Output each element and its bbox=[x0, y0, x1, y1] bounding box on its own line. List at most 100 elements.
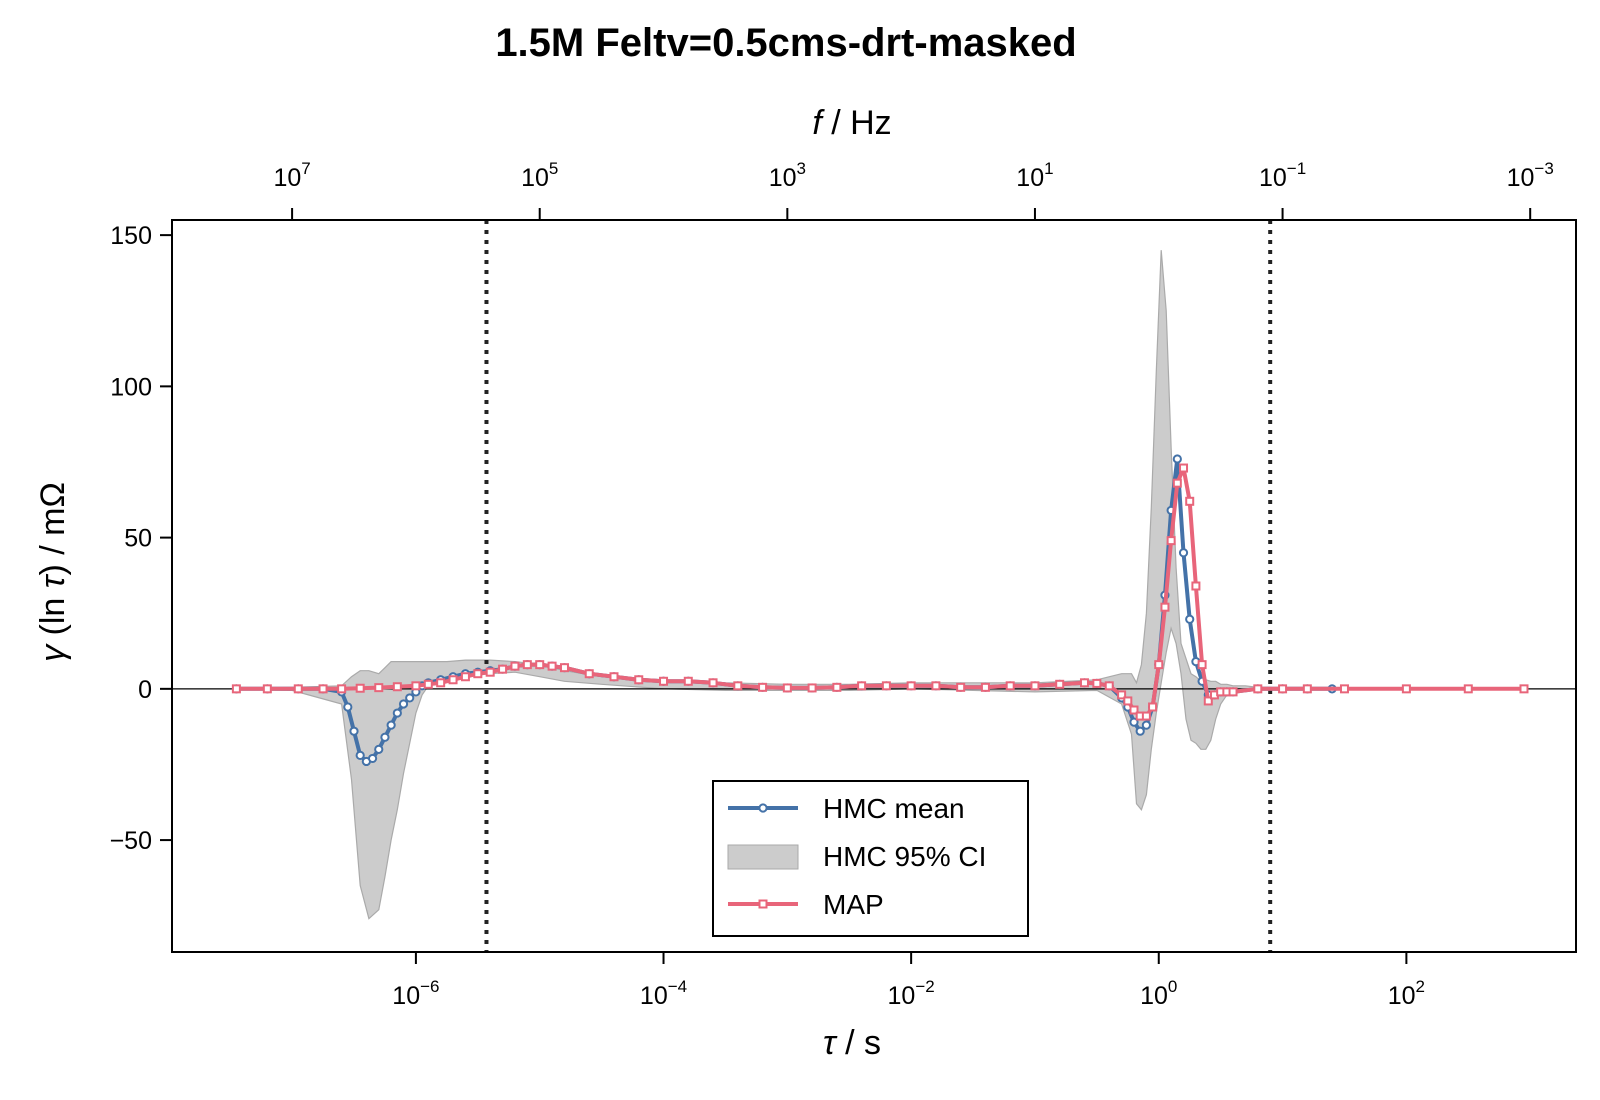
map-point bbox=[436, 678, 446, 688]
map-point bbox=[1055, 679, 1065, 689]
map-point bbox=[374, 683, 384, 693]
y-tick-label: 50 bbox=[124, 525, 152, 553]
legend-map-label: MAP bbox=[823, 889, 884, 920]
map-point bbox=[1123, 696, 1133, 706]
map-point bbox=[1191, 581, 1201, 591]
hmc-mean-point bbox=[1135, 726, 1145, 736]
map-point bbox=[832, 682, 842, 692]
map-point bbox=[411, 681, 421, 691]
map-point bbox=[1253, 684, 1263, 694]
legend-hmc-ci-label: HMC 95% CI bbox=[823, 841, 986, 872]
x-tick-label: 10−6 bbox=[392, 977, 439, 1010]
map-point bbox=[1148, 702, 1158, 712]
map-point bbox=[423, 679, 433, 689]
map-point bbox=[683, 676, 693, 686]
map-point bbox=[355, 683, 365, 693]
plot-frame bbox=[171, 219, 1577, 953]
map-point bbox=[337, 684, 347, 694]
y-axis-symbol: τ bbox=[34, 573, 72, 588]
map-point bbox=[634, 675, 644, 685]
hmc-mean-point bbox=[1185, 614, 1195, 624]
map-point bbox=[1129, 705, 1139, 715]
map-point bbox=[708, 678, 718, 688]
map-line bbox=[236, 466, 1524, 719]
x-axis-label: τ / s bbox=[823, 1024, 881, 1062]
map-point bbox=[392, 682, 402, 692]
map-point bbox=[980, 682, 990, 692]
x2-tick-label: 107 bbox=[273, 159, 310, 192]
map-point bbox=[1463, 684, 1473, 694]
x-tick-label: 10−4 bbox=[640, 977, 687, 1010]
legend: HMC mean HMC 95% CI MAP bbox=[712, 780, 1029, 937]
y-axis-label: γ (ln τ) / mΩ bbox=[34, 482, 72, 662]
map-point bbox=[318, 684, 328, 694]
map-point bbox=[659, 676, 669, 686]
y-axis-suffix: ) / mΩ bbox=[34, 482, 72, 575]
hmc-mean-point bbox=[374, 744, 384, 754]
y-tick-label: −50 bbox=[110, 827, 152, 855]
map-point bbox=[584, 669, 594, 679]
map-point bbox=[609, 672, 619, 682]
map-point bbox=[293, 684, 303, 694]
plot-area bbox=[172, 220, 1576, 952]
x-axis-unit: / s bbox=[836, 1024, 881, 1062]
map-point bbox=[1278, 684, 1288, 694]
x2-tick-label: 105 bbox=[521, 159, 558, 192]
map-point bbox=[1092, 678, 1102, 688]
map-point bbox=[262, 684, 272, 694]
map-point bbox=[498, 664, 508, 674]
y-tick-label: 150 bbox=[110, 222, 152, 250]
map-point bbox=[857, 681, 867, 691]
map-point bbox=[559, 663, 569, 673]
map-point bbox=[1141, 711, 1151, 721]
x-tick-label: 100 bbox=[1140, 977, 1177, 1010]
map-point bbox=[1197, 660, 1207, 670]
legend-entry-hmc-mean: HMC mean bbox=[728, 793, 965, 824]
map-point bbox=[1228, 687, 1238, 697]
hmc-mean-point bbox=[1178, 548, 1189, 558]
map-point bbox=[1166, 536, 1176, 546]
map-point bbox=[758, 682, 768, 692]
legend-map-marker bbox=[758, 899, 768, 909]
hmc-mean-point bbox=[355, 750, 365, 760]
legend-hmc-mean-label: HMC mean bbox=[823, 793, 965, 824]
x-tick-label: 102 bbox=[1388, 977, 1425, 1010]
map-point bbox=[1104, 681, 1114, 691]
y-tick-label: 100 bbox=[110, 373, 152, 401]
y-axis-prefix: γ bbox=[34, 643, 72, 662]
map-point bbox=[881, 681, 891, 691]
map-point bbox=[448, 675, 458, 685]
map-point bbox=[956, 682, 966, 692]
x2-axis-unit: / Hz bbox=[822, 104, 892, 142]
hmc-mean-point bbox=[1141, 720, 1151, 730]
map-point bbox=[733, 681, 743, 691]
axes: −50 0 50 100 150 10−6 10−4 10−2 100 102 107 105 103 1… bbox=[110, 159, 1577, 1010]
map-point bbox=[460, 672, 470, 682]
plot-content bbox=[172, 220, 1576, 952]
x2-axis-label: f / Hz bbox=[812, 104, 891, 142]
hmc-mean-point bbox=[343, 702, 353, 712]
map-point bbox=[1079, 678, 1089, 688]
map-point bbox=[906, 681, 916, 691]
map-point bbox=[510, 661, 520, 671]
map-point bbox=[1203, 696, 1213, 706]
hmc-mean-point bbox=[349, 726, 359, 736]
x2-tick-label: 101 bbox=[1016, 159, 1053, 192]
map-point bbox=[1030, 681, 1040, 691]
map-point bbox=[1185, 496, 1195, 506]
map-point bbox=[547, 661, 557, 671]
map-point bbox=[522, 660, 532, 670]
map-point bbox=[473, 669, 483, 679]
map-point bbox=[1172, 478, 1182, 488]
map-point bbox=[1401, 684, 1411, 694]
legend-entry-map: MAP bbox=[728, 889, 884, 920]
hmc-mean-point bbox=[1172, 454, 1182, 464]
hmc-mean-point bbox=[380, 732, 390, 742]
map-point bbox=[1005, 681, 1015, 691]
legend-hmc-ci-patch bbox=[727, 844, 799, 870]
hmc-mean-point bbox=[398, 699, 409, 709]
x2-tick-label: 10−3 bbox=[1507, 159, 1554, 192]
map-point bbox=[1179, 463, 1189, 473]
map-point bbox=[485, 667, 495, 677]
